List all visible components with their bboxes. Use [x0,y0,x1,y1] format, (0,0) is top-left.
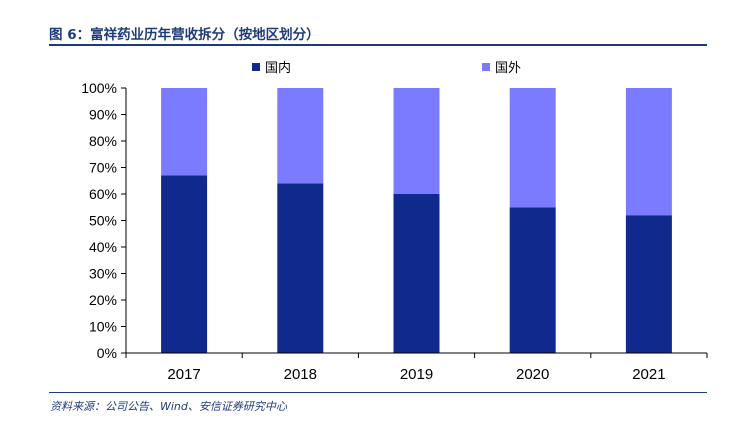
y-tick-label: 100% [81,80,117,96]
y-tick-label: 60% [89,186,117,202]
legend-label: 国内 [265,60,291,75]
y-tick-label: 40% [89,239,117,255]
figure-title-bar: 图 6：富祥药业历年营收拆分（按地区划分） [49,22,707,46]
x-tick-label: 2021 [632,366,665,383]
x-axis: 2017 2018 2019 2020 2021 [125,352,708,383]
bar-segment-overseas [161,88,208,176]
bar-segment-overseas [625,88,672,216]
legend-swatch [252,63,260,71]
x-tick-label: 2017 [167,366,200,383]
bar-segment-domestic [393,194,440,353]
source-divider [49,392,707,393]
x-tick-label: 2020 [516,366,549,383]
y-tick-label: 80% [89,133,117,149]
bar-segment-domestic [625,215,672,353]
y-tick-label: 20% [89,292,117,308]
y-tick-label: 70% [89,160,117,176]
bar-segment-domestic [277,183,324,353]
bar-segment-domestic [161,175,208,353]
y-axis: 0% 10% 20% 30% 40% 50% 60% 70% 80% 90% 100% [81,80,127,361]
x-tick-label: 2018 [284,366,317,383]
y-tick-label: 10% [89,319,117,335]
chart-legend: 国内 国外 [252,60,521,75]
y-tick-label: 0% [97,345,117,361]
legend-label: 国外 [495,60,521,75]
y-tick-label: 30% [89,266,117,282]
bars-group [161,88,672,353]
x-tick-label: 2019 [400,366,433,383]
bar-segment-overseas [393,88,440,194]
y-tick-label: 90% [89,107,117,123]
bar-segment-overseas [277,88,324,184]
bar-segment-domestic [509,207,556,353]
legend-swatch [482,63,490,71]
y-tick-label: 50% [89,213,117,229]
source-note: 资料来源：公司公告、Wind、安信证券研究中心 [50,400,287,413]
bar-segment-overseas [509,88,556,208]
figure-title: 图 6：富祥药业历年营收拆分（按地区划分） [49,27,320,43]
